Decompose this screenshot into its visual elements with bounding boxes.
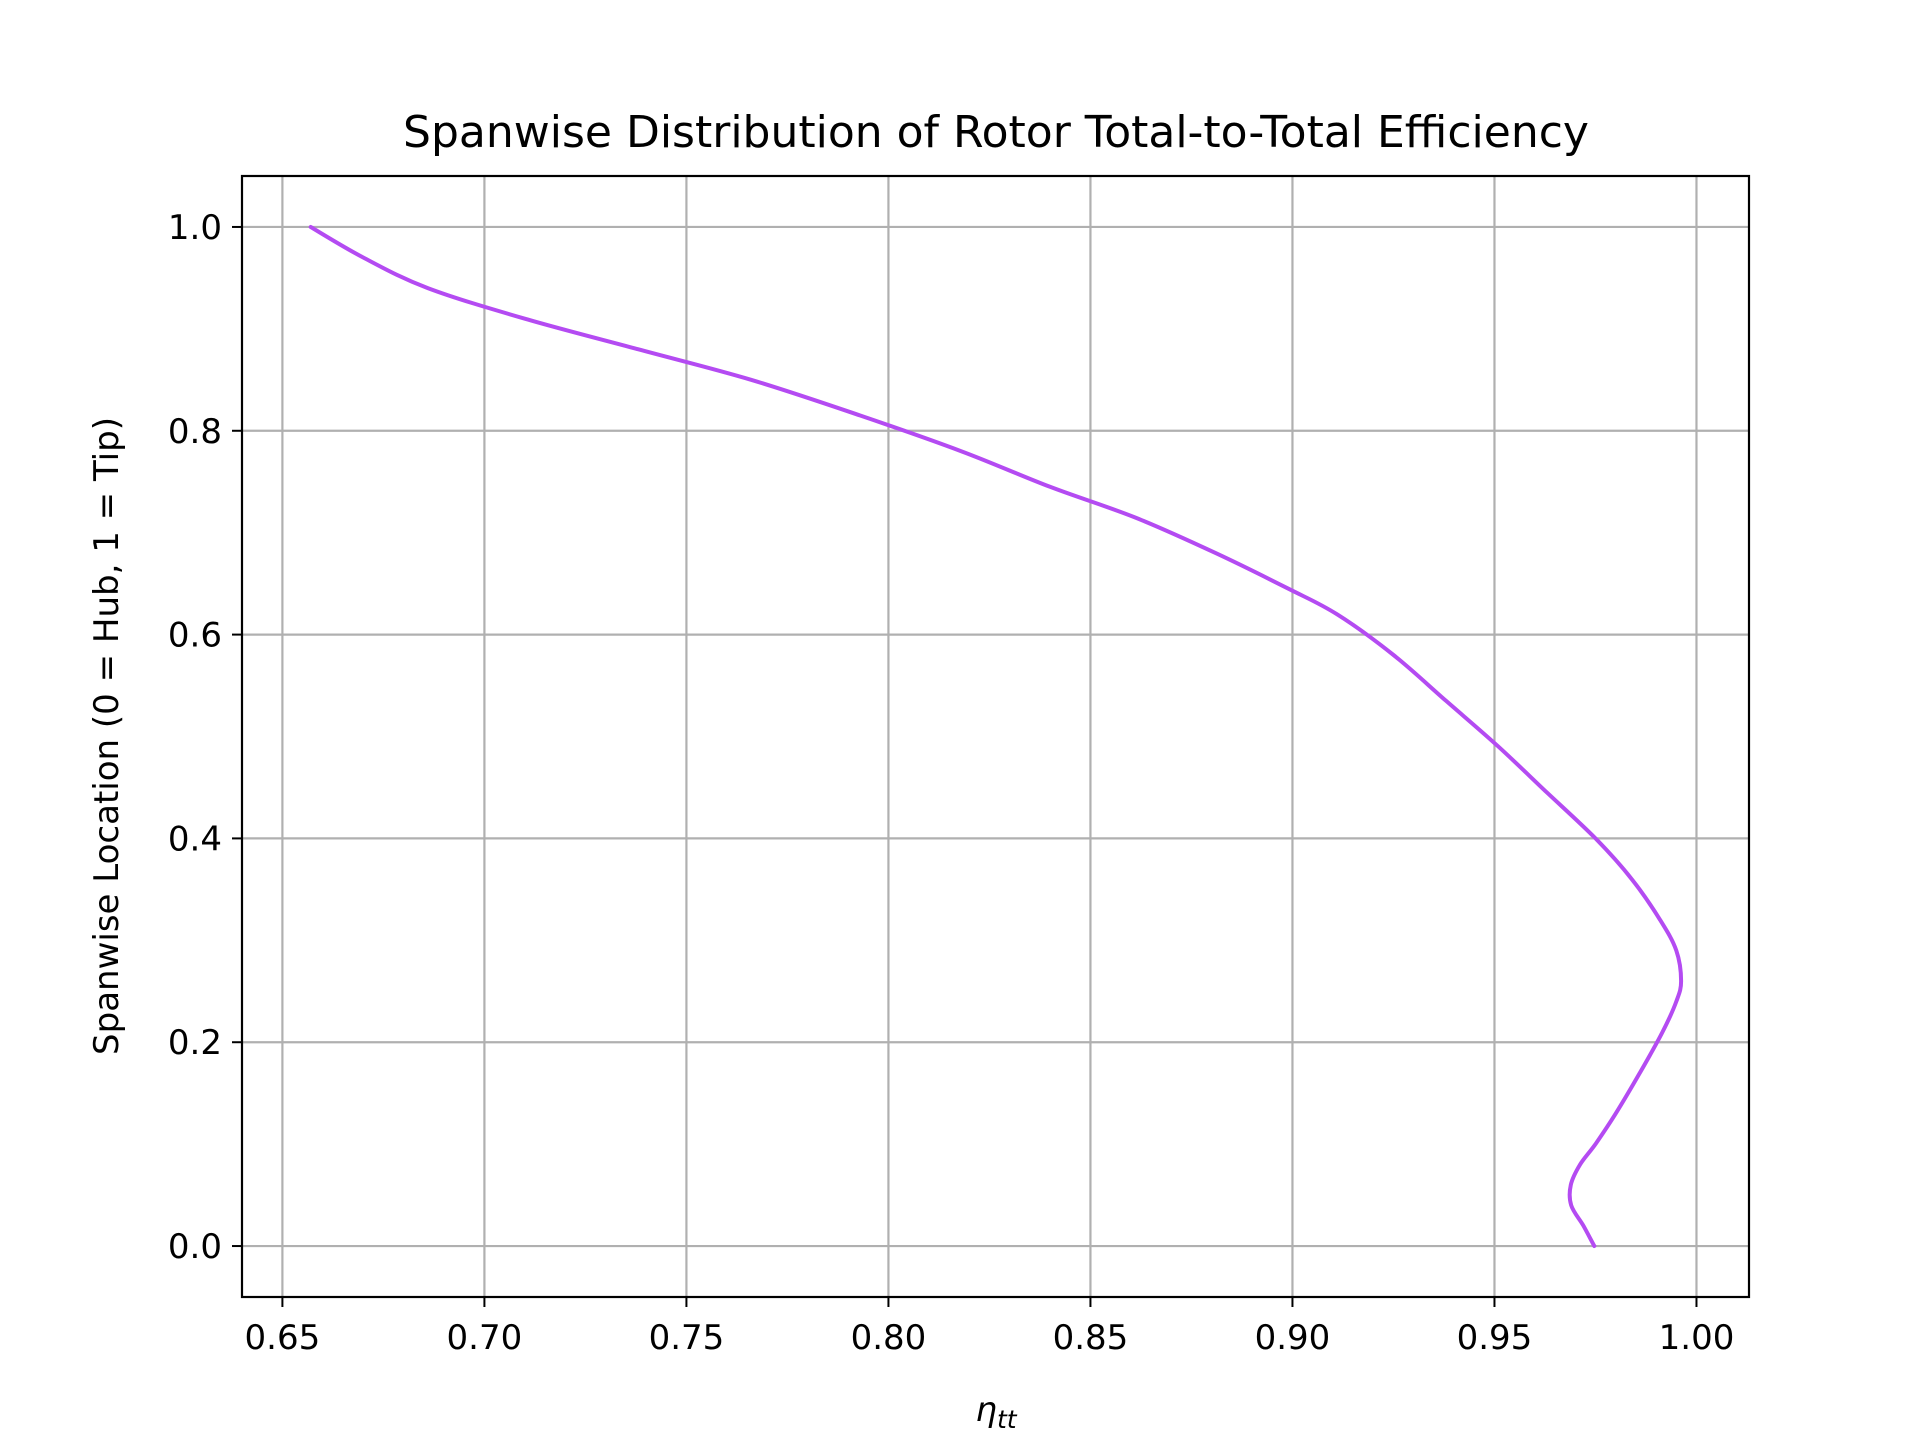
y-axis-label: Spanwise Location (0 = Hub, 1 = Tip) xyxy=(87,417,127,1055)
series-layer xyxy=(308,225,1684,1248)
y-tick-label: 0.6 xyxy=(168,616,222,656)
x-tick-label: 0.90 xyxy=(1255,1318,1331,1358)
x-axis-label-subscript: tt xyxy=(997,1405,1018,1434)
grid-lines xyxy=(242,176,1749,1297)
x-tick-label: 0.85 xyxy=(1053,1318,1129,1358)
x-tick-label: 1.00 xyxy=(1659,1318,1735,1358)
x-tick-label: 0.70 xyxy=(447,1318,523,1358)
y-tick-label: 0.8 xyxy=(168,412,222,452)
y-tick-label: 0.2 xyxy=(168,1023,222,1063)
x-axis-label-symbol: η xyxy=(975,1390,997,1430)
y-ticks: 0.0 0.2 0.4 0.6 0.8 1.0 xyxy=(168,208,242,1267)
x-tick-label: 0.75 xyxy=(649,1318,725,1358)
y-tick-label: 1.0 xyxy=(168,208,222,248)
x-ticks: 0.65 0.70 0.75 0.80 0.85 0.90 0.95 1.00 xyxy=(245,1297,1735,1358)
chart-title: Spanwise Distribution of Rotor Total-to-… xyxy=(403,107,1589,158)
efficiency-series-line xyxy=(308,225,1684,1248)
x-tick-label: 0.65 xyxy=(245,1318,321,1358)
x-tick-label: 0.80 xyxy=(851,1318,927,1358)
x-tick-label: 0.95 xyxy=(1457,1318,1533,1358)
x-axis-label: ηtt xyxy=(975,1390,1017,1434)
y-tick-label: 0.0 xyxy=(168,1227,222,1267)
y-tick-label: 0.4 xyxy=(168,819,222,859)
plot-frame xyxy=(240,174,1751,1299)
